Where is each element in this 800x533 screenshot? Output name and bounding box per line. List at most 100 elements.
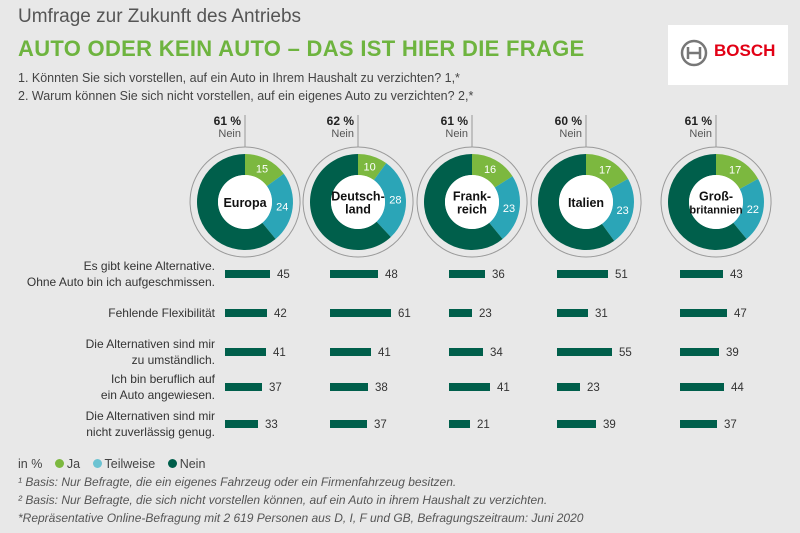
donut-center <box>445 175 499 229</box>
bar-europa <box>225 270 270 278</box>
bar-value: 51 <box>615 269 628 281</box>
bar-value: 55 <box>619 347 632 359</box>
donut-center <box>331 175 385 229</box>
country-name: Deutsch- <box>331 190 384 204</box>
bosch-wordmark: BOSCH <box>714 41 776 60</box>
legend-teilweise: Teilweise <box>104 457 156 471</box>
bosch-logo: BOSCH <box>668 25 788 85</box>
donut-slice-ja <box>472 154 513 188</box>
nein-headline: 61 % <box>685 114 713 128</box>
bar-value: 47 <box>734 308 747 320</box>
bar-value: 31 <box>595 308 608 320</box>
bar-value: 34 <box>490 347 503 359</box>
donut-center <box>559 175 613 229</box>
donut-slice-teilweise <box>733 178 764 239</box>
nein-headline: 62 % <box>327 114 355 128</box>
page-title: AUTO ODER KEIN AUTO – DAS IST HIER DIE F… <box>18 36 585 61</box>
donut-slice-ja <box>245 154 284 187</box>
nein-headline: 61 % <box>214 114 242 128</box>
bar-italien <box>557 348 612 356</box>
outer-ring <box>660 146 772 258</box>
bar-frankreich <box>449 348 483 356</box>
donut-slice-teilweise <box>601 178 634 241</box>
bar-großbritannien <box>680 270 723 278</box>
bar-europa <box>225 309 267 317</box>
legend-ja-swatch <box>54 459 64 468</box>
bar-value: 33 <box>265 419 278 431</box>
country-name: Groß- <box>699 190 733 204</box>
legend-ja: Ja <box>66 457 81 471</box>
nein-headline: 60 % <box>555 114 583 128</box>
country-name: reich <box>457 203 487 217</box>
footnote-2: ² Basis: Nur Befragte, die sich nicht vo… <box>18 493 548 507</box>
row-label: Die Alternativen sind mir nicht zuverläss… <box>85 409 215 439</box>
bar-großbritannien <box>680 383 724 391</box>
bar-italien <box>557 420 596 428</box>
slice-label-teilweise: 24 <box>276 202 288 214</box>
slice-label-teilweise: 28 <box>389 195 401 207</box>
bar-europa <box>225 383 262 391</box>
donut-center <box>218 175 272 229</box>
country-name: britannien <box>689 205 742 217</box>
country-name: land <box>345 203 371 217</box>
bar-italien <box>557 270 608 278</box>
bar-europa <box>225 420 258 428</box>
outer-ring <box>189 146 301 258</box>
slice-label-ja: 10 <box>363 161 375 173</box>
row-label: Die Alternativen sind mir zu umständlich. <box>85 337 215 367</box>
bar-italien <box>557 309 588 317</box>
bar-frankreich <box>449 270 485 278</box>
bar-value: 23 <box>479 308 492 320</box>
bar-deutschland <box>330 348 371 356</box>
legend-nein-swatch <box>167 459 177 468</box>
donut-slice-nein <box>196 154 276 251</box>
bar-deutschland <box>330 420 367 428</box>
donut-slice-teilweise <box>373 163 406 237</box>
slice-label-teilweise: 23 <box>503 203 515 215</box>
bar-value: 43 <box>730 269 743 281</box>
bar-value: 41 <box>273 347 286 359</box>
donut-slice-ja <box>586 154 629 189</box>
donut-slice-teilweise <box>489 176 520 239</box>
bar-frankreich <box>449 309 472 317</box>
bar-value: 21 <box>477 419 490 431</box>
bar-großbritannien <box>680 348 719 356</box>
nein-headline: 61 % <box>441 114 469 128</box>
bar-value: 61 <box>398 308 411 320</box>
bar-value: 42 <box>274 308 287 320</box>
bar-value: 39 <box>603 419 616 431</box>
nein-label: Nein <box>689 128 712 140</box>
country-name: Italien <box>568 196 604 210</box>
question-2: 2. Warum können Sie sich nicht vorstelle… <box>18 89 474 103</box>
donut-center <box>689 175 743 229</box>
outer-ring <box>530 146 642 258</box>
slice-label-ja: 17 <box>599 165 611 177</box>
legend-teilweise-swatch <box>92 459 102 468</box>
row-label: Es gibt keine Alternative. Ohne Auto bin … <box>26 259 215 289</box>
bar-value: 41 <box>378 347 391 359</box>
country-name: Europa <box>223 196 267 210</box>
donut-slice-ja <box>716 154 759 189</box>
bar-value: 36 <box>492 269 505 281</box>
bar-italien <box>557 383 580 391</box>
row-label: Ich bin beruflich auf ein Auto angewiesen… <box>100 372 215 402</box>
donut-slice-ja <box>358 154 387 181</box>
legend-nein: Nein <box>179 457 206 471</box>
donut-slice-nein <box>424 154 503 250</box>
bar-value: 39 <box>726 347 739 359</box>
row-label: Fehlende Flexibilität <box>108 306 215 320</box>
slice-label-ja: 17 <box>729 165 741 177</box>
slice-label-teilweise: 23 <box>616 205 628 217</box>
bar-großbritannien <box>680 309 727 317</box>
donut-slice-nein <box>537 154 615 250</box>
bar-deutschland <box>330 309 391 317</box>
bar-frankreich <box>449 383 490 391</box>
bar-value: 23 <box>587 382 600 394</box>
bar-value: 41 <box>497 382 510 394</box>
bar-value: 37 <box>374 419 387 431</box>
outer-ring <box>416 146 528 258</box>
nein-label: Nein <box>445 128 468 140</box>
question-1: 1. Könnten Sie sich vorstellen, auf ein … <box>18 71 460 85</box>
country-name: Frank- <box>453 190 491 204</box>
